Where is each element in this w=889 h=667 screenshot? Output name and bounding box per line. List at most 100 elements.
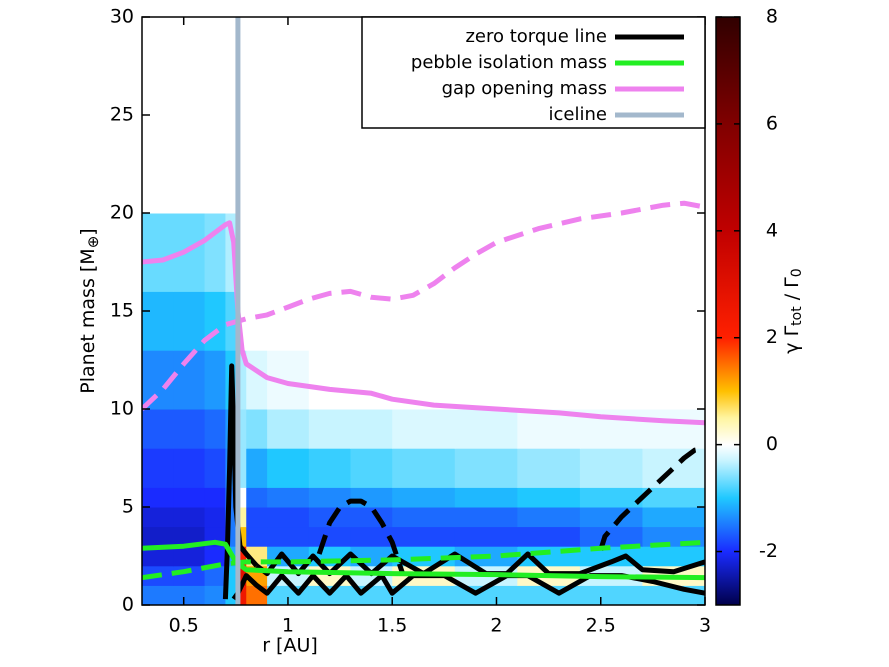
heat-cell — [267, 448, 310, 488]
heat-cell — [579, 448, 643, 488]
heat-cell — [579, 350, 643, 410]
heat-cell — [308, 213, 352, 292]
heat-cell — [579, 213, 643, 292]
y-tick-label: 15 — [110, 300, 134, 322]
y-tick-label: 10 — [110, 398, 134, 420]
heat-cell — [642, 291, 705, 351]
heat-cell — [350, 487, 393, 508]
series-line — [316, 498, 405, 575]
heat-cell — [142, 585, 174, 605]
heat-cell — [204, 213, 226, 292]
heat-cell — [237, 213, 247, 292]
colorbar-tick-label: 0 — [766, 433, 778, 455]
colorbar-tick-label: 4 — [766, 219, 778, 241]
heat-cell — [246, 213, 268, 292]
y-tick-label: 25 — [110, 104, 134, 126]
heat-cell — [642, 448, 705, 488]
heat-cell — [173, 526, 206, 547]
heat-cell — [454, 350, 518, 410]
heat-cell — [142, 546, 174, 567]
cb-label-sub: tot — [789, 306, 805, 326]
heat-cell — [246, 291, 268, 351]
heat-cell — [204, 350, 226, 410]
series-line — [142, 220, 705, 426]
heat-cell — [246, 448, 268, 488]
heat-cell — [308, 409, 352, 449]
heat-cell — [173, 291, 206, 351]
heat-cell — [246, 487, 268, 508]
y-label-part: ] — [77, 228, 99, 235]
colorbar-label: γ Γtot / Γ0 — [781, 268, 806, 353]
heat-cell — [350, 213, 393, 292]
heat-cell — [350, 350, 393, 410]
heat-cell — [237, 487, 247, 508]
heat-cell — [204, 487, 226, 508]
heat-cell — [454, 526, 518, 547]
x-axis-label: r [AU] — [262, 635, 318, 657]
heat-cell — [392, 213, 456, 292]
heat-cell — [246, 526, 268, 547]
colorbar-tick-label: 2 — [766, 326, 778, 348]
heat-cell — [173, 487, 206, 508]
heat-cell — [517, 487, 581, 508]
heat-cell — [642, 487, 705, 508]
heat-cell — [308, 291, 352, 351]
heat-cell — [392, 291, 456, 351]
y-label-sub: ⊕ — [84, 236, 102, 249]
legend-label: gap opening mass — [442, 78, 607, 99]
heat-cell — [204, 565, 226, 586]
heat-cell — [350, 291, 393, 351]
heat-cell — [517, 507, 581, 528]
heat-cell — [392, 507, 456, 528]
heat-cell — [173, 448, 206, 488]
heat-cell — [517, 448, 581, 488]
heat-cell — [454, 291, 518, 351]
heat-cell — [267, 526, 310, 547]
heat-cell — [246, 507, 268, 528]
cb-label-part: γ Γ — [781, 325, 803, 353]
heat-cell — [642, 350, 705, 410]
heat-cell — [392, 526, 456, 547]
heat-cell — [267, 17, 310, 214]
cb-label-sub: 0 — [789, 268, 805, 277]
heat-cell — [579, 487, 643, 508]
heat-cell — [173, 546, 206, 567]
heat-cell — [237, 17, 247, 214]
colorbar-tick-label: 8 — [766, 6, 778, 28]
heat-cell — [392, 585, 456, 605]
heat-cell — [642, 507, 705, 528]
heat-cell — [517, 291, 581, 351]
heat-cell — [237, 546, 247, 567]
heat-cell — [204, 448, 226, 488]
legend-label: pebble isolation mass — [411, 52, 607, 73]
x-tick-label: 1.5 — [377, 615, 407, 637]
heat-cell — [142, 507, 174, 528]
heat-cell — [246, 350, 268, 410]
heat-cell — [237, 526, 247, 547]
heat-cell — [517, 526, 581, 547]
heat-cell — [517, 350, 581, 410]
heat-cell — [204, 546, 226, 567]
heat-cell — [204, 17, 226, 214]
heat-cell — [237, 409, 247, 449]
heat-cell — [454, 213, 518, 292]
series-line — [142, 539, 705, 581]
heat-cell — [454, 448, 518, 488]
heat-cell — [237, 565, 247, 586]
heat-cell — [579, 546, 643, 567]
legend-label: iceline — [549, 104, 607, 125]
series-line — [222, 363, 259, 600]
heat-cell — [204, 585, 226, 605]
heat-cell — [308, 487, 352, 508]
series-line — [142, 539, 705, 581]
heat-cell — [267, 291, 310, 351]
heat-cell — [392, 448, 456, 488]
heat-cell — [579, 507, 643, 528]
x-tick-label: 0.5 — [169, 615, 199, 637]
heat-cell — [350, 507, 393, 528]
heat-cell — [246, 409, 268, 449]
heat-cell — [454, 409, 518, 449]
heat-cell — [350, 526, 393, 547]
